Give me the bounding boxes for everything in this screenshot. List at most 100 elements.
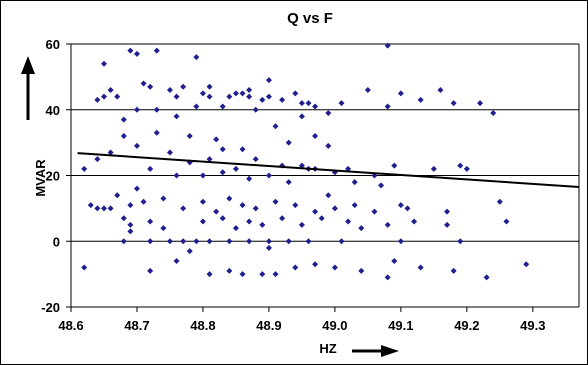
data-point-3	[153, 47, 160, 54]
data-point-24	[312, 103, 319, 110]
data-point-46	[120, 133, 127, 140]
data-point-129	[193, 238, 200, 245]
data-point-118	[298, 221, 305, 228]
data-point-47	[153, 129, 160, 136]
data-point-137	[397, 238, 404, 245]
data-point-11	[147, 83, 154, 90]
data-point-164	[246, 87, 253, 94]
data-point-102	[351, 202, 358, 209]
data-point-119	[318, 215, 325, 222]
data-point-154	[483, 274, 490, 281]
data-point-149	[331, 264, 338, 271]
data-point-77	[219, 169, 226, 176]
data-point-42	[384, 103, 391, 110]
data-points	[81, 42, 530, 281]
data-point-163	[173, 93, 180, 100]
data-point-130	[206, 238, 213, 245]
data-point-25	[338, 100, 345, 107]
data-point-151	[384, 274, 391, 281]
y-tick-label-3: 0	[53, 234, 60, 249]
data-point-4	[193, 54, 200, 61]
data-point-60	[252, 156, 259, 163]
y-axis-label: MVAR	[33, 159, 48, 197]
data-point-112	[199, 218, 206, 225]
data-point-104	[397, 202, 404, 209]
x-tick-labels: 48.6 48.7 48.8 48.9 49.0 49.1 49.2 49.3	[58, 318, 545, 333]
data-point-160	[325, 192, 332, 199]
data-point-148	[312, 261, 319, 268]
data-point-51	[272, 123, 279, 130]
data-point-96	[239, 202, 246, 209]
data-point-49	[213, 136, 220, 143]
data-point-166	[358, 225, 365, 232]
data-point-72	[94, 156, 101, 163]
data-point-15	[206, 93, 213, 100]
data-point-111	[160, 225, 167, 232]
data-point-19	[246, 93, 253, 100]
data-point-93	[199, 198, 206, 205]
data-point-121	[384, 221, 391, 228]
data-point-140	[147, 267, 154, 274]
data-point-0	[100, 60, 107, 67]
data-point-141	[173, 257, 180, 264]
data-point-39	[252, 106, 259, 113]
data-point-142	[206, 271, 213, 278]
y-tick-label-4: -20	[41, 300, 60, 315]
data-point-124	[503, 218, 510, 225]
data-point-53	[312, 133, 319, 140]
x-tick-label-7: 49.3	[520, 318, 545, 333]
x-axis-label: HZ	[319, 341, 336, 356]
data-point-156	[186, 248, 193, 255]
data-point-18	[239, 90, 246, 97]
data-point-109	[127, 221, 134, 228]
gridlines	[66, 43, 580, 312]
data-point-103	[371, 208, 378, 215]
data-point-23	[292, 90, 299, 97]
data-point-122	[411, 218, 418, 225]
data-point-56	[166, 149, 173, 156]
data-point-101	[331, 205, 338, 212]
data-point-52	[285, 139, 292, 146]
data-point-82	[351, 179, 358, 186]
data-point-37	[193, 103, 200, 110]
data-point-95	[226, 195, 233, 202]
data-point-150	[358, 267, 365, 274]
trendline	[77, 152, 580, 189]
data-point-73	[107, 149, 114, 156]
data-point-67	[391, 162, 398, 169]
data-point-97	[252, 205, 259, 212]
data-point-27	[397, 90, 404, 97]
data-point-58	[206, 156, 213, 163]
x-tick-label-4: 49.0	[322, 318, 347, 333]
y-arrow-icon	[21, 56, 35, 120]
x-tick-label-3: 48.9	[256, 318, 281, 333]
data-point-69	[463, 165, 470, 172]
data-point-7	[100, 93, 107, 100]
data-point-94	[213, 208, 220, 215]
data-point-10	[140, 80, 147, 87]
data-point-138	[457, 238, 464, 245]
data-point-84	[87, 202, 94, 209]
data-point-108	[120, 215, 127, 222]
data-point-89	[127, 202, 134, 209]
data-point-12	[166, 87, 173, 94]
data-point-75	[173, 172, 180, 179]
data-point-68	[430, 165, 437, 172]
x-tick-label-0: 48.6	[58, 318, 83, 333]
data-point-113	[219, 215, 226, 222]
x-tick-label-6: 49.2	[454, 318, 479, 333]
data-point-74	[147, 165, 154, 172]
data-point-88	[114, 192, 121, 199]
data-point-2	[133, 50, 140, 57]
data-point-132	[246, 238, 253, 245]
data-point-48	[186, 133, 193, 140]
data-point-128	[180, 238, 187, 245]
data-point-30	[450, 100, 457, 107]
data-point-40	[298, 113, 305, 120]
y-tick-label-2: 20	[46, 169, 60, 184]
data-point-22	[279, 96, 286, 103]
trendline-group	[77, 152, 580, 189]
data-point-159	[127, 228, 134, 235]
